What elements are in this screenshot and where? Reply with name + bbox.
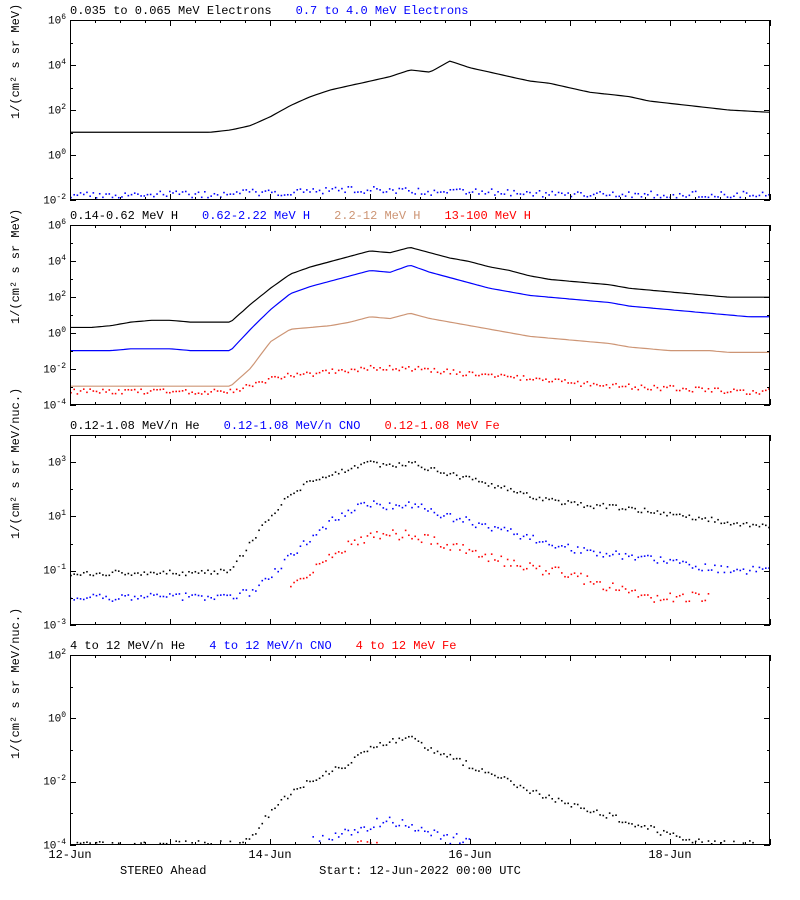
ytick-label: 10-3 [16, 618, 66, 633]
xtick-label: 12-Jun [48, 848, 91, 862]
ytick-label: 106 [16, 13, 66, 28]
legend-item: 0.14-0.62 MeV H [70, 209, 178, 223]
ytick-label: 10-2 [16, 362, 66, 377]
ytick-label: 10-2 [16, 193, 66, 208]
legend-item: 0.12-1.08 MeV/n He [70, 419, 200, 433]
legend-item: 0.035 to 0.065 MeV Electrons [70, 4, 272, 18]
footer-center: Start: 12-Jun-2022 00:00 UTC [319, 864, 521, 878]
legend-item: 4 to 12 MeV Fe [356, 639, 457, 653]
figure: 1/(cm² s sr MeV) 0.035 to 0.065 MeV Elect… [0, 0, 800, 900]
legend-row-1: 0.14-0.62 MeV H 0.62-2.22 MeV H 2.2-12 MeV… [70, 209, 770, 225]
ytick-label: 100 [16, 711, 66, 726]
xtick-label: 18-Jun [648, 848, 691, 862]
panel-2 [70, 435, 770, 625]
panel-3 [70, 655, 770, 845]
ytick-label: 101 [16, 509, 66, 524]
xtick-label: 14-Jun [248, 848, 291, 862]
legend-item: 2.2-12 MeV H [334, 209, 420, 223]
legend-row-0: 0.035 to 0.065 MeV Electrons 0.7 to 4.0 M… [70, 4, 770, 20]
ytick-label: 106 [16, 218, 66, 233]
legend-item: 4 to 12 MeV/n CNO [209, 639, 331, 653]
xtick-label: 16-Jun [448, 848, 491, 862]
ytick-label: 10-2 [16, 774, 66, 789]
legend-item: 13-100 MeV H [444, 209, 530, 223]
ylabel-3: 1/(cm² s sr MeV/nuc.) [9, 741, 23, 759]
ytick-label: 100 [16, 148, 66, 163]
footer-left: STEREO Ahead [120, 864, 206, 878]
legend-item: 0.12-1.08 MeV/n CNO [224, 419, 361, 433]
ytick-label: 102 [16, 648, 66, 663]
panel-0 [70, 20, 770, 200]
ytick-label: 102 [16, 290, 66, 305]
ytick-label: 100 [16, 326, 66, 341]
legend-row-2: 0.12-1.08 MeV/n He 0.12-1.08 MeV/n CNO 0.1… [70, 419, 770, 435]
legend-item: 0.7 to 4.0 MeV Electrons [296, 4, 469, 18]
ytick-label: 10-1 [16, 563, 66, 578]
ytick-label: 102 [16, 103, 66, 118]
ytick-label: 104 [16, 254, 66, 269]
panel-1 [70, 225, 770, 405]
legend-item: 0.62-2.22 MeV H [202, 209, 310, 223]
legend-item: 0.12-1.08 MeV Fe [384, 419, 499, 433]
ylabel-1: 1/(cm² s sr MeV) [9, 306, 23, 324]
ytick-label: 104 [16, 58, 66, 73]
legend-row-3: 4 to 12 MeV/n He 4 to 12 MeV/n CNO 4 to 12… [70, 639, 770, 655]
ytick-label: 10-4 [16, 398, 66, 413]
legend-item: 4 to 12 MeV/n He [70, 639, 185, 653]
ytick-label: 103 [16, 455, 66, 470]
